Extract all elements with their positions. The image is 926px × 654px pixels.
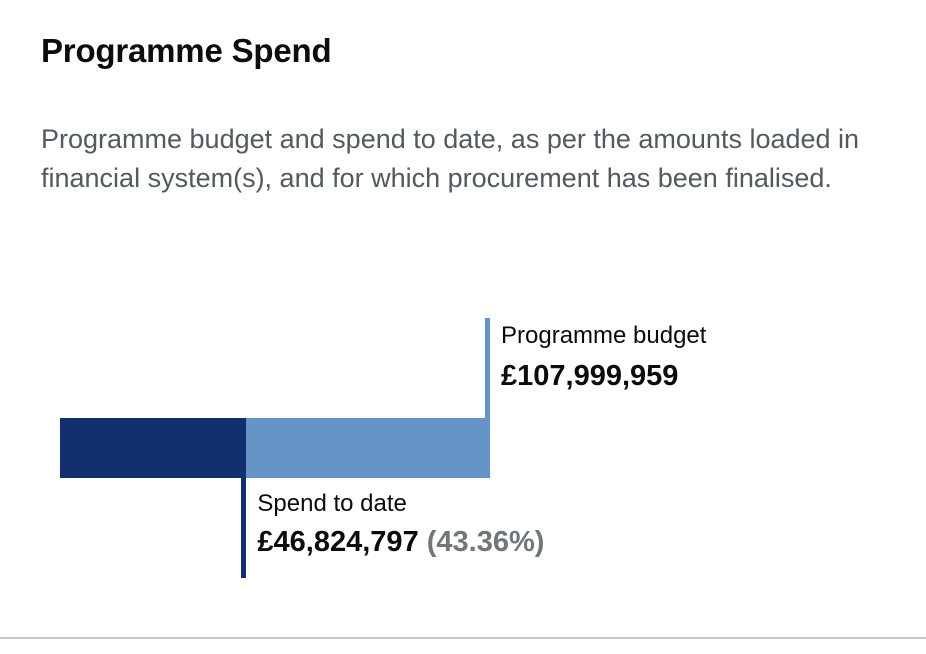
budget-label: Programme budget bbox=[501, 322, 707, 349]
spend-chart: Programme budget £107,999,959 Spend to d… bbox=[0, 300, 926, 590]
spend-marker-line bbox=[241, 478, 247, 578]
page-title: Programme Spend bbox=[41, 32, 332, 69]
spend-bar bbox=[60, 418, 247, 478]
budget-value: £107,999,959 bbox=[501, 360, 679, 392]
spend-percent: (43.36%) bbox=[426, 526, 545, 558]
spend-amount: £46,824,797 bbox=[257, 526, 419, 558]
chart-description: Programme budget and spend to date, as p… bbox=[41, 124, 860, 193]
budget-marker-line bbox=[485, 318, 490, 418]
spend-label: Spend to date bbox=[257, 490, 407, 517]
bottom-divider bbox=[0, 637, 926, 639]
spend-value: £46,824,797 (43.36%) bbox=[257, 526, 544, 559]
